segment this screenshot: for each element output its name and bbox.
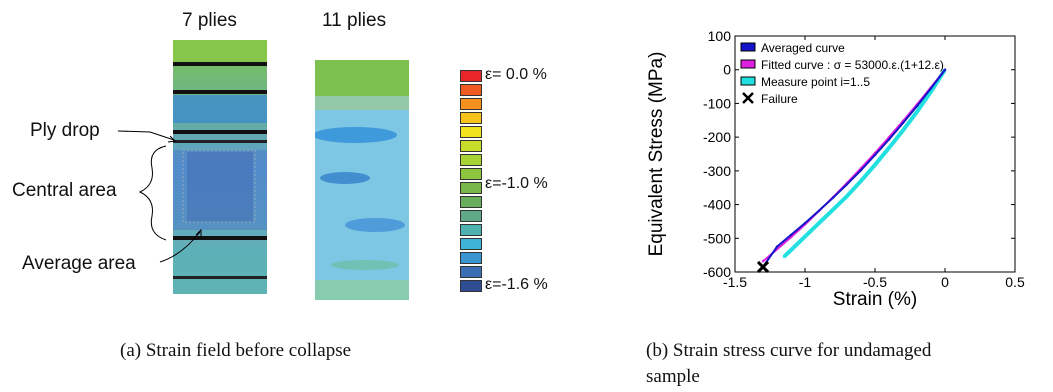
- legend-swatch: [740, 59, 756, 69]
- series-point: [859, 168, 863, 172]
- colorbar-swatch: [460, 168, 482, 180]
- col-label-11-plies: 11 plies: [322, 10, 387, 31]
- caption-b-line2: sample: [646, 366, 700, 387]
- colorbar-swatch: [460, 196, 482, 208]
- x-tick-label: 0.5: [1005, 274, 1025, 290]
- series-point: [859, 179, 863, 183]
- colorbar-swatch: [460, 182, 482, 194]
- colorbar-label-bottom: ε=-1.6 %: [485, 276, 548, 293]
- colorbar-swatch: [460, 154, 482, 166]
- y-axis-label: Equivalent Stress (MPa): [646, 52, 667, 257]
- legend-cross: [742, 92, 754, 104]
- colorbar-swatch: [460, 266, 482, 278]
- series-point: [915, 104, 919, 108]
- series-point: [775, 245, 779, 248]
- series-point: [929, 87, 933, 90]
- colorbar-swatch: [460, 84, 482, 96]
- y-tick-label: 100: [708, 28, 732, 44]
- stress-strain-chart: -1.5 -1 -0.5 0 0.5 100 0 -100 -200 -300 -400 -500 -6…: [646, 28, 1025, 310]
- series-point: [831, 196, 835, 200]
- y-tick-label: -200: [703, 129, 731, 145]
- legend-label: Averaged curve: [761, 41, 845, 55]
- legend-label: Measure point i=1..5: [761, 75, 870, 89]
- series-point: [803, 221, 807, 225]
- col-label-7-plies: 7 plies: [182, 10, 237, 31]
- average-area-label: Average area: [22, 253, 136, 274]
- series-point: [831, 208, 835, 211]
- strain-field-11-plies: [315, 60, 409, 300]
- colorbar-swatch: [460, 126, 482, 138]
- series-point: [761, 260, 765, 263]
- series-point: [929, 90, 933, 93]
- colorbar-swatch: [460, 280, 482, 292]
- legend-swatch: [740, 42, 756, 52]
- caption-b-line1: (b) Strain stress curve for undamaged: [646, 340, 932, 361]
- y-tick-label: 0: [723, 62, 731, 78]
- series-point: [915, 110, 919, 114]
- colorbar-label-top: ε= 0.0 %: [485, 66, 547, 83]
- series-line-0: [762, 69, 946, 268]
- series-point: [873, 153, 877, 157]
- x-tick-label: -1: [799, 274, 812, 290]
- x-tick-label: -0.5: [863, 274, 887, 290]
- central-area-label: Central area: [12, 180, 117, 201]
- series-point: [803, 235, 807, 238]
- series-point: [887, 146, 891, 150]
- colorbar-swatch: [460, 98, 482, 110]
- legend-label: Fitted curve : σ = 53000.ε.(1+12.ε): [761, 58, 944, 72]
- legend-label: Failure: [761, 92, 798, 106]
- series-point: [943, 68, 947, 71]
- colorbar-swatch: [460, 112, 482, 124]
- failure-marker: [756, 260, 770, 274]
- series-point: [845, 183, 849, 186]
- y-tick-label: -500: [703, 230, 731, 246]
- colorbar-swatch: [460, 210, 482, 222]
- ply-drop-label: Ply drop: [30, 120, 100, 141]
- colorbar-swatch: [460, 140, 482, 152]
- colorbar-swatch: [460, 70, 482, 82]
- series-point: [887, 138, 891, 141]
- series-point: [817, 209, 821, 212]
- legend-swatch: [740, 76, 756, 86]
- colorbar-swatch: [460, 252, 482, 264]
- y-tick-label: -600: [703, 264, 731, 280]
- y-tick-label: -400: [703, 197, 731, 213]
- series-point: [789, 248, 793, 252]
- strain-field-7-plies: [173, 40, 267, 294]
- colorbar-swatch: [460, 224, 482, 236]
- caption-a: (a) Strain field before collapse: [120, 340, 352, 361]
- y-tick-label: -300: [703, 163, 731, 179]
- series-point: [817, 221, 821, 225]
- series-point: [782, 255, 786, 259]
- series-point: [845, 194, 849, 198]
- series-point: [873, 163, 877, 166]
- colorbar-swatch: [460, 238, 482, 250]
- series-point: [901, 129, 905, 132]
- x-axis-label: Strain (%): [833, 289, 917, 310]
- x-tick-label: 0: [941, 274, 949, 290]
- series-point: [901, 121, 905, 125]
- series-line-1: [762, 69, 946, 262]
- annotation-arrows: [117, 130, 202, 263]
- colorbar-label-mid: ε=-1.0 %: [485, 175, 548, 192]
- x-tick-label: -1.5: [723, 274, 747, 290]
- series-point: [789, 233, 793, 237]
- y-tick-label: -100: [703, 95, 731, 111]
